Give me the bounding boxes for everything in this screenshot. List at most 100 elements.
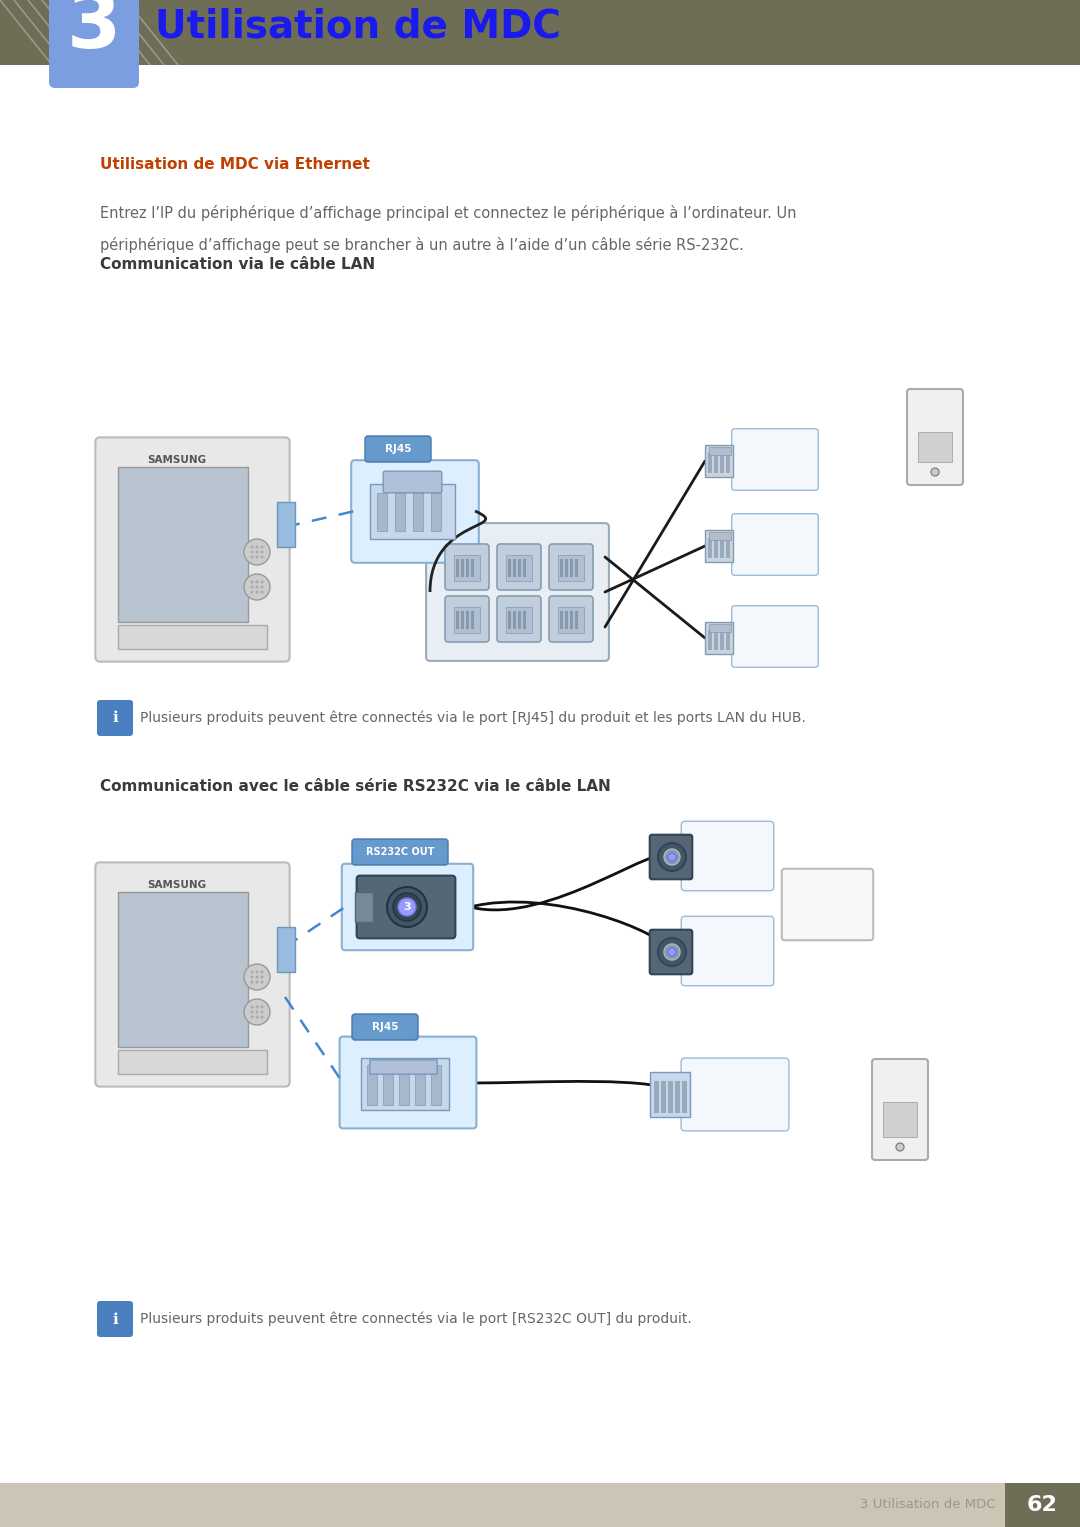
Text: RS232C OUT: RS232C OUT xyxy=(366,847,434,857)
Text: SAMSUNG: SAMSUNG xyxy=(148,455,206,466)
Circle shape xyxy=(260,976,264,979)
FancyBboxPatch shape xyxy=(732,606,819,667)
Bar xyxy=(708,631,712,651)
Circle shape xyxy=(251,556,254,559)
FancyBboxPatch shape xyxy=(339,1037,476,1128)
Bar xyxy=(720,538,724,557)
FancyBboxPatch shape xyxy=(351,460,478,563)
Bar xyxy=(118,625,267,649)
Bar xyxy=(507,608,532,634)
Bar xyxy=(377,493,387,531)
Circle shape xyxy=(260,980,264,983)
Circle shape xyxy=(251,580,254,583)
Bar xyxy=(726,631,730,651)
FancyBboxPatch shape xyxy=(497,544,541,589)
FancyBboxPatch shape xyxy=(650,835,692,880)
Circle shape xyxy=(256,1011,258,1014)
Circle shape xyxy=(251,976,254,979)
FancyBboxPatch shape xyxy=(97,1301,133,1338)
Text: ℹ: ℹ xyxy=(112,1312,118,1327)
Bar xyxy=(650,1072,690,1116)
Circle shape xyxy=(400,899,414,915)
Bar xyxy=(508,611,511,629)
FancyBboxPatch shape xyxy=(445,596,489,641)
Bar xyxy=(705,530,733,562)
Bar xyxy=(708,447,731,455)
Bar xyxy=(513,559,516,577)
Circle shape xyxy=(251,1005,254,1008)
Circle shape xyxy=(256,591,258,594)
Circle shape xyxy=(658,843,686,870)
Circle shape xyxy=(251,1015,254,1019)
FancyBboxPatch shape xyxy=(356,875,456,939)
Text: Plusieurs produits peuvent être connectés via le port [RS232C OUT] du produit.: Plusieurs produits peuvent être connecté… xyxy=(140,1312,692,1327)
FancyBboxPatch shape xyxy=(681,1058,788,1132)
FancyBboxPatch shape xyxy=(872,1060,928,1161)
Text: Communication avec le câble série RS232C via le câble LAN: Communication avec le câble série RS232C… xyxy=(100,779,611,794)
Bar xyxy=(561,611,563,629)
Bar xyxy=(431,493,441,531)
Circle shape xyxy=(260,585,264,588)
Circle shape xyxy=(244,964,270,989)
FancyBboxPatch shape xyxy=(95,437,289,661)
Bar xyxy=(575,559,578,577)
Bar xyxy=(276,502,295,547)
Text: Entrez l’IP du périphérique d’affichage principal et connectez le périphérique à: Entrez l’IP du périphérique d’affichage … xyxy=(100,205,797,221)
Text: 3: 3 xyxy=(67,0,121,64)
Circle shape xyxy=(256,971,258,974)
Bar xyxy=(118,892,248,1048)
Bar xyxy=(471,611,474,629)
Text: RJ45: RJ45 xyxy=(372,1022,399,1032)
Bar xyxy=(456,559,459,577)
Circle shape xyxy=(251,1011,254,1014)
Bar xyxy=(413,493,423,531)
FancyBboxPatch shape xyxy=(549,544,593,589)
Bar xyxy=(705,621,733,654)
Text: Plusieurs produits peuvent être connectés via le port [RJ45] du produit et les p: Plusieurs produits peuvent être connecté… xyxy=(140,710,806,725)
Circle shape xyxy=(256,545,258,548)
Bar xyxy=(661,1081,666,1113)
Bar xyxy=(558,554,584,580)
Circle shape xyxy=(260,591,264,594)
Circle shape xyxy=(260,1015,264,1019)
Circle shape xyxy=(256,556,258,559)
Bar xyxy=(471,559,474,577)
Bar xyxy=(461,559,464,577)
Circle shape xyxy=(669,854,676,861)
Bar xyxy=(523,559,526,577)
Text: RJ45: RJ45 xyxy=(384,444,411,454)
Circle shape xyxy=(664,944,680,960)
Bar xyxy=(355,892,373,922)
Bar xyxy=(714,454,718,473)
Bar xyxy=(454,608,480,634)
Circle shape xyxy=(260,1011,264,1014)
FancyBboxPatch shape xyxy=(445,544,489,589)
Circle shape xyxy=(256,585,258,588)
Circle shape xyxy=(251,591,254,594)
Circle shape xyxy=(393,893,421,921)
Bar xyxy=(367,1064,377,1106)
Bar xyxy=(508,559,511,577)
FancyBboxPatch shape xyxy=(549,596,593,641)
FancyBboxPatch shape xyxy=(497,596,541,641)
Circle shape xyxy=(251,551,254,553)
FancyBboxPatch shape xyxy=(681,916,773,986)
Bar xyxy=(118,1051,267,1073)
Bar xyxy=(669,1081,673,1113)
Circle shape xyxy=(244,539,270,565)
FancyBboxPatch shape xyxy=(782,869,874,941)
FancyBboxPatch shape xyxy=(369,1060,437,1073)
Circle shape xyxy=(251,971,254,974)
Bar xyxy=(118,467,248,621)
Bar xyxy=(523,611,526,629)
Bar xyxy=(518,559,521,577)
Bar xyxy=(918,432,951,463)
Circle shape xyxy=(256,980,258,983)
Bar xyxy=(720,631,724,651)
Bar xyxy=(883,1102,917,1138)
Circle shape xyxy=(256,1005,258,1008)
Bar xyxy=(714,538,718,557)
Text: Utilisation de MDC: Utilisation de MDC xyxy=(156,8,561,46)
Bar xyxy=(570,611,573,629)
Bar xyxy=(0,1483,1080,1527)
